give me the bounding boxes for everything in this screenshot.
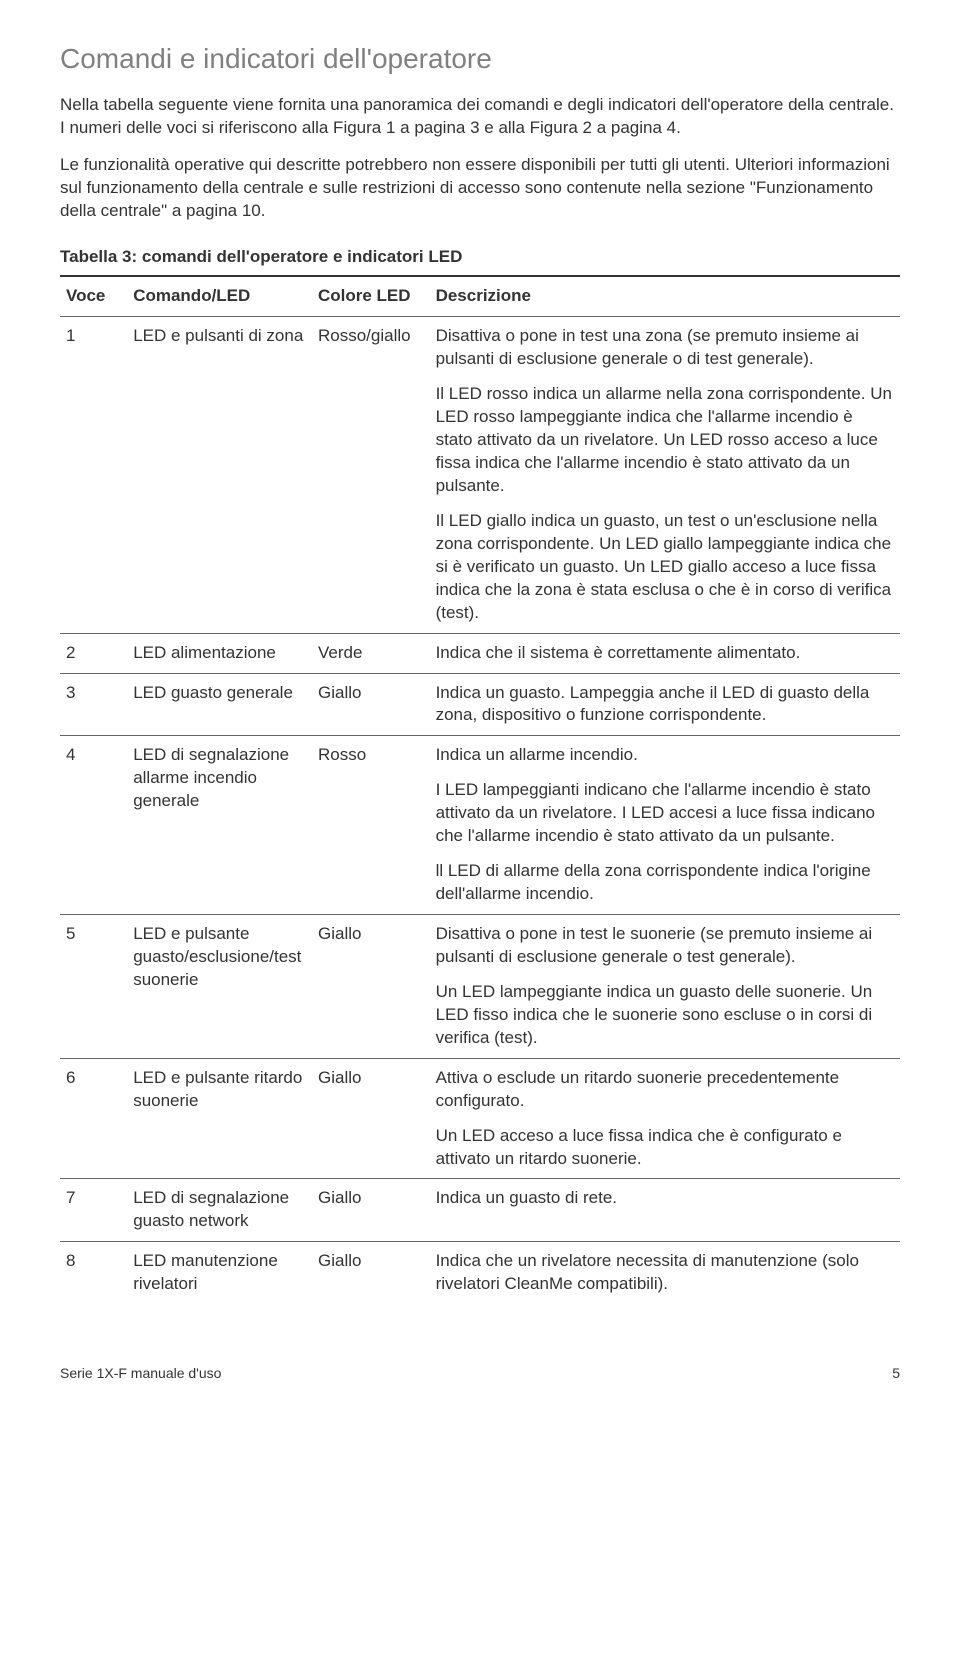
desc-paragraph: Un LED acceso a luce fissa indica che è …	[436, 1125, 894, 1171]
cell-voce: 5	[60, 915, 127, 1059]
table-row: 2LED alimentazioneVerde Indica che il sis…	[60, 633, 900, 673]
operator-commands-table: Voce Comando/LED Colore LED Descrizione …	[60, 275, 900, 1304]
cell-desc: Indica che un rivelatore necessita di ma…	[430, 1242, 900, 1304]
cell-desc: Disattiva o pone in test una zona (se pr…	[430, 317, 900, 633]
cell-desc: Disattiva o pone in test le suonerie (se…	[430, 915, 900, 1059]
cell-color: Rosso/giallo	[312, 317, 430, 633]
table-row: 1LED e pulsanti di zonaRosso/gialloDisat…	[60, 317, 900, 633]
cell-color: Giallo	[312, 915, 430, 1059]
desc-paragraph: Disattiva o pone in test le suonerie (se…	[436, 923, 894, 969]
footer-left: Serie 1X-F manuale d'uso	[60, 1364, 221, 1383]
table-caption: Tabella 3: comandi dell'operatore e indi…	[60, 246, 900, 269]
intro-paragraph-2: Le funzionalità operative qui descritte …	[60, 154, 900, 223]
cell-desc: Attiva o esclude un ritardo suonerie pre…	[430, 1058, 900, 1179]
footer-right: 5	[892, 1364, 900, 1383]
desc-paragraph: Indica che il sistema è correttamente al…	[436, 642, 894, 665]
cell-cmd: LED e pulsanti di zona	[127, 317, 312, 633]
cell-cmd: LED alimentazione	[127, 633, 312, 673]
desc-paragraph: Un LED lampeggiante indica un guasto del…	[436, 981, 894, 1050]
desc-paragraph: Il LED rosso indica un allarme nella zon…	[436, 383, 894, 498]
cell-desc: Indica che il sistema è correttamente al…	[430, 633, 900, 673]
table-row: 3LED guasto generaleGialloIndica un guas…	[60, 673, 900, 736]
cell-voce: 8	[60, 1242, 127, 1304]
cell-voce: 2	[60, 633, 127, 673]
cell-color: Rosso	[312, 736, 430, 915]
desc-paragraph: Indica un guasto di rete.	[436, 1187, 894, 1210]
cell-cmd: LED di segnalazione guasto network	[127, 1179, 312, 1242]
cell-voce: 6	[60, 1058, 127, 1179]
col-header-color: Colore LED	[312, 276, 430, 316]
cell-color: Giallo	[312, 1179, 430, 1242]
desc-paragraph: Indica che un rivelatore necessita di ma…	[436, 1250, 894, 1296]
col-header-desc: Descrizione	[430, 276, 900, 316]
cell-desc: Indica un guasto di rete.	[430, 1179, 900, 1242]
table-row: 5LED e pulsante guasto/esclusione/test s…	[60, 915, 900, 1059]
cell-cmd: LED manutenzione rivelatori	[127, 1242, 312, 1304]
page-footer: Serie 1X-F manuale d'uso 5	[60, 1364, 900, 1383]
cell-color: Giallo	[312, 1058, 430, 1179]
desc-paragraph: Attiva o esclude un ritardo suonerie pre…	[436, 1067, 894, 1113]
table-header-row: Voce Comando/LED Colore LED Descrizione	[60, 276, 900, 316]
cell-cmd: LED e pulsante guasto/esclusione/test su…	[127, 915, 312, 1059]
table-row: 4LED di segnalazione allarme incendio ge…	[60, 736, 900, 915]
cell-color: Giallo	[312, 1242, 430, 1304]
table-row: 8LED manutenzione rivelatoriGialloIndica…	[60, 1242, 900, 1304]
cell-voce: 1	[60, 317, 127, 633]
intro-paragraph-1: Nella tabella seguente viene fornita una…	[60, 94, 900, 140]
table-row: 7LED di segnalazione guasto networkGiall…	[60, 1179, 900, 1242]
cell-cmd: LED di segnalazione allarme incendio gen…	[127, 736, 312, 915]
desc-paragraph: Disattiva o pone in test una zona (se pr…	[436, 325, 894, 371]
cell-desc: Indica un guasto. Lampeggia anche il LED…	[430, 673, 900, 736]
cell-desc: Indica un allarme incendio. I LED lampegg…	[430, 736, 900, 915]
table-row: 6LED e pulsante ritardo suonerieGialloAt…	[60, 1058, 900, 1179]
cell-cmd: LED e pulsante ritardo suonerie	[127, 1058, 312, 1179]
desc-paragraph: Indica un guasto. Lampeggia anche il LED…	[436, 682, 894, 728]
page-title: Comandi e indicatori dell'operatore	[60, 40, 900, 78]
desc-paragraph: Il LED giallo indica un guasto, un test …	[436, 510, 894, 625]
col-header-cmd: Comando/LED	[127, 276, 312, 316]
col-header-voce: Voce	[60, 276, 127, 316]
cell-voce: 4	[60, 736, 127, 915]
cell-color: Giallo	[312, 673, 430, 736]
cell-color: Verde	[312, 633, 430, 673]
desc-paragraph: I LED lampeggianti indicano che l'allarm…	[436, 779, 894, 848]
cell-voce: 7	[60, 1179, 127, 1242]
cell-voce: 3	[60, 673, 127, 736]
cell-cmd: LED guasto generale	[127, 673, 312, 736]
desc-paragraph: ll LED di allarme della zona corrisponde…	[436, 860, 894, 906]
desc-paragraph: Indica un allarme incendio.	[436, 744, 894, 767]
